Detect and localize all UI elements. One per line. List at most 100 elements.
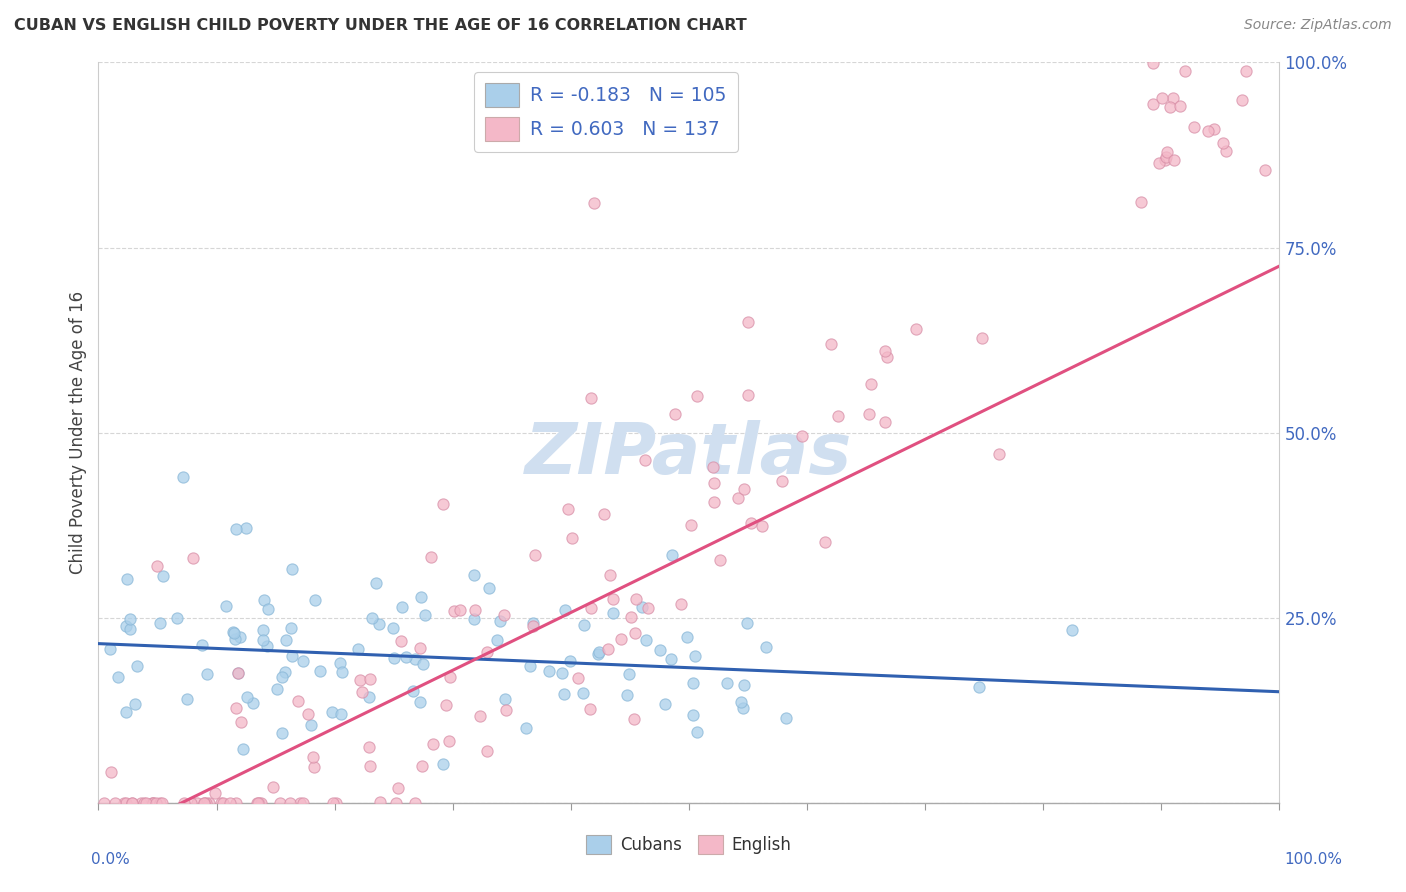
Point: [554, 603, 576, 617]
Text: 100.0%: 100.0%: [1285, 852, 1343, 867]
Point: [359, 672, 381, 686]
Point: [381, 621, 404, 635]
Point: [269, 796, 291, 810]
Point: [215, 599, 238, 614]
Point: [135, 796, 157, 810]
Point: [1234, 64, 1257, 78]
Point: [395, 649, 418, 664]
Point: [242, 696, 264, 710]
Point: [229, 715, 252, 730]
Point: [572, 686, 595, 700]
Point: [792, 428, 814, 442]
Point: [387, 780, 409, 795]
Point: [671, 597, 693, 611]
Point: [859, 376, 882, 391]
Point: [1150, 91, 1173, 105]
Point: [256, 639, 278, 653]
Point: [225, 796, 247, 810]
Point: [733, 482, 755, 496]
Point: [820, 336, 842, 351]
Point: [145, 796, 167, 810]
Point: [470, 709, 492, 723]
Point: [274, 633, 297, 648]
Point: [146, 558, 169, 573]
Point: [193, 796, 215, 810]
Point: [280, 649, 302, 664]
Point: [193, 796, 215, 810]
Point: [226, 665, 249, 680]
Point: [579, 600, 602, 615]
Point: [304, 593, 326, 607]
Point: [1182, 120, 1205, 135]
Point: [624, 625, 647, 640]
Point: [475, 645, 498, 659]
Point: [191, 638, 214, 652]
Point: [875, 344, 897, 359]
Point: [194, 796, 217, 810]
Point: [515, 721, 537, 735]
Point: [463, 568, 485, 582]
Point: [347, 641, 370, 656]
Point: [104, 796, 127, 810]
Point: [538, 664, 561, 678]
Point: [250, 796, 273, 810]
Point: [972, 331, 994, 345]
Point: [636, 632, 658, 647]
Point: [1142, 56, 1164, 70]
Point: [561, 532, 583, 546]
Point: [553, 687, 575, 701]
Point: [404, 796, 426, 810]
Point: [329, 706, 352, 721]
Point: [731, 701, 754, 715]
Point: [486, 633, 509, 648]
Point: [280, 621, 302, 635]
Point: [519, 658, 541, 673]
Point: [579, 391, 602, 405]
Point: [93, 796, 115, 810]
Point: [409, 591, 432, 605]
Point: [281, 562, 304, 576]
Point: [475, 744, 498, 758]
Point: [755, 640, 778, 655]
Point: [969, 680, 991, 694]
Point: [449, 602, 471, 616]
Point: [654, 697, 676, 711]
Point: [209, 796, 232, 810]
Point: [402, 683, 425, 698]
Point: [211, 796, 233, 810]
Text: Source: ZipAtlas.com: Source: ZipAtlas.com: [1244, 18, 1392, 32]
Point: [299, 718, 322, 732]
Point: [463, 612, 485, 626]
Point: [558, 655, 581, 669]
Point: [682, 676, 704, 690]
Point: [1154, 150, 1177, 164]
Point: [262, 780, 284, 794]
Point: [115, 619, 138, 633]
Point: [301, 749, 323, 764]
Point: [1168, 99, 1191, 113]
Point: [1197, 123, 1219, 137]
Point: [292, 796, 315, 810]
Point: [432, 496, 454, 510]
Point: [602, 607, 624, 621]
Point: [905, 321, 928, 335]
Point: [176, 692, 198, 706]
Point: [716, 676, 738, 690]
Point: [181, 551, 204, 566]
Point: [432, 757, 454, 772]
Point: [309, 665, 332, 679]
Point: [522, 616, 544, 631]
Point: [389, 634, 412, 648]
Point: [664, 407, 686, 421]
Point: [523, 549, 546, 563]
Text: 0.0%: 0.0%: [91, 852, 131, 867]
Point: [583, 196, 606, 211]
Point: [733, 678, 755, 692]
Point: [129, 796, 152, 810]
Point: [287, 694, 309, 708]
Point: [572, 617, 595, 632]
Point: [360, 611, 382, 625]
Legend: Cubans, English: Cubans, English: [579, 829, 799, 861]
Point: [703, 495, 725, 509]
Point: [225, 701, 247, 715]
